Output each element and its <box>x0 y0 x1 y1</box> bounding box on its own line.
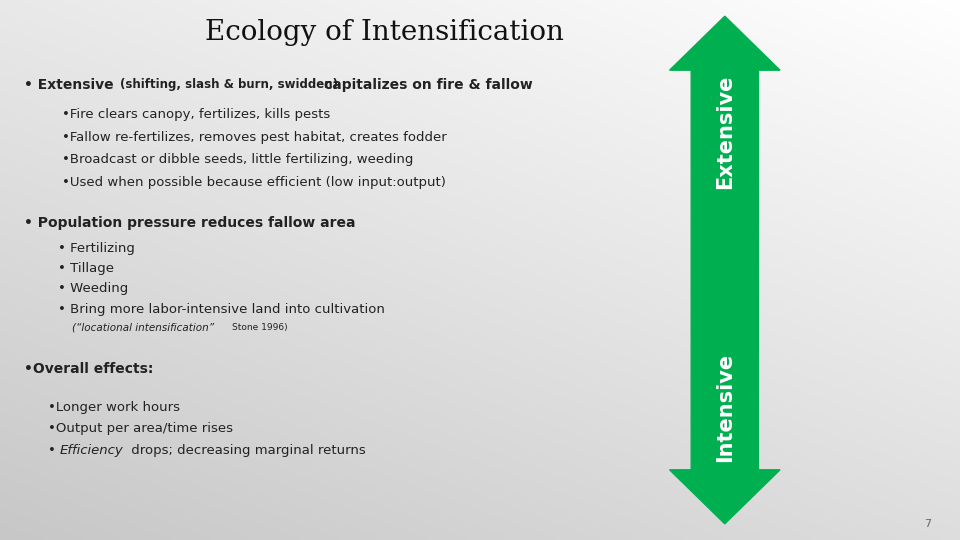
Polygon shape <box>670 16 780 524</box>
Text: (“locational intensification”: (“locational intensification” <box>72 323 217 333</box>
Text: •Used when possible because efficient (low input:output): •Used when possible because efficient (l… <box>62 176 446 189</box>
Text: •Fire clears canopy, fertilizes, kills pests: •Fire clears canopy, fertilizes, kills p… <box>62 108 330 121</box>
Text: drops; decreasing marginal returns: drops; decreasing marginal returns <box>127 444 366 457</box>
Text: •Overall effects:: •Overall effects: <box>24 362 154 376</box>
Text: • Tillage: • Tillage <box>58 262 113 275</box>
Text: •: • <box>48 444 56 457</box>
Text: • Weeding: • Weeding <box>58 282 128 295</box>
Text: Extensive: Extensive <box>715 75 734 190</box>
Text: • Fertilizing: • Fertilizing <box>58 242 134 255</box>
Text: •Longer work hours: •Longer work hours <box>48 401 180 414</box>
Text: •Output per area/time rises: •Output per area/time rises <box>48 422 233 435</box>
Text: • Bring more labor-intensive land into cultivation: • Bring more labor-intensive land into c… <box>58 303 384 316</box>
Text: Stone 1996): Stone 1996) <box>232 323 288 332</box>
Text: • Extensive: • Extensive <box>24 78 118 92</box>
Text: Intensive: Intensive <box>715 353 734 462</box>
Text: •Broadcast or dibble seeds, little fertilizing, weeding: •Broadcast or dibble seeds, little ferti… <box>62 153 414 166</box>
Text: Efficiency: Efficiency <box>60 444 123 457</box>
Text: Ecology of Intensification: Ecology of Intensification <box>204 19 564 46</box>
Text: 7: 7 <box>924 519 931 529</box>
Text: (shifting, slash & burn, swidden): (shifting, slash & burn, swidden) <box>120 78 342 91</box>
Text: • Population pressure reduces fallow area: • Population pressure reduces fallow are… <box>24 216 355 230</box>
Text: •Fallow re-fertilizes, removes pest habitat, creates fodder: •Fallow re-fertilizes, removes pest habi… <box>62 131 447 144</box>
Text: capitalizes on fire & fallow: capitalizes on fire & fallow <box>324 78 533 92</box>
